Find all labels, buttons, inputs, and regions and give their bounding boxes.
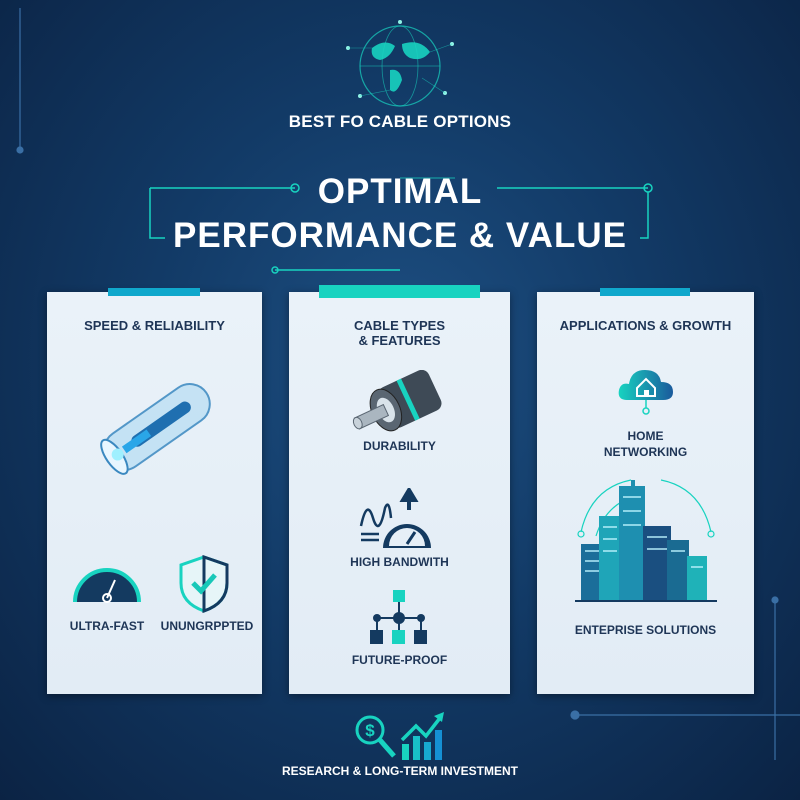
- speedometer-icon: [73, 568, 141, 603]
- city-buildings-icon: [575, 479, 717, 602]
- fiber-tube-icon: [100, 383, 211, 475]
- cable-cross-section-icon: [352, 370, 442, 432]
- growth-chart-icon: [400, 712, 444, 760]
- footer-label: RESEARCH & LONG-TERM INVESTMENT: [281, 764, 518, 778]
- panel-tab-3: [600, 288, 690, 296]
- label-enterprise-solutions: ENTEPRISE SOLUTIONS: [574, 623, 717, 637]
- panel-applications-growth: APPLICATIONS & GROWTH HOME NETWORKING EN…: [537, 292, 754, 694]
- panel-title: SPEED & RELIABILITY: [84, 318, 225, 333]
- label-high-bandwidth: HIGH BANDWITH: [350, 555, 449, 569]
- cloud-home-icon: [618, 370, 673, 415]
- label-future-proof: FUTURE-PROOF: [351, 653, 448, 667]
- dollar-search-icon: $: [355, 715, 396, 758]
- panel-title-line-2: & FEATURES: [358, 333, 441, 348]
- network-hierarchy-icon: [370, 590, 427, 644]
- label-uninterrupted: UNUNGRPPTED: [160, 619, 254, 633]
- label-networking: NETWORKING: [603, 445, 688, 459]
- title-line-1: OPTIMAL: [317, 172, 483, 211]
- panel-title: APPLICATIONS & GROWTH: [559, 318, 732, 333]
- panel-tab-2: [319, 285, 480, 298]
- panel-speed-reliability: SPEED & RELIABILITY ULTRA-FAST UNUNGRPPT…: [47, 292, 262, 694]
- title-line-2: PERFORMANCE & VALUE: [173, 216, 627, 255]
- globe-network-icon: [346, 20, 454, 107]
- label-home: HOME: [627, 429, 664, 443]
- shield-check-icon: [179, 555, 229, 613]
- bandwidth-gauge-icon: [359, 488, 431, 548]
- svg-text:$: $: [365, 721, 375, 740]
- panel-title-line-1: CABLE TYPES: [353, 318, 445, 333]
- label-ultra-fast: ULTRA-FAST: [69, 619, 145, 633]
- label-durability: DURABILITY: [363, 439, 436, 453]
- subtitle: BEST FO CABLE OPTIONS: [288, 112, 512, 131]
- panel-tab-1: [108, 288, 200, 296]
- panel-cable-types: CABLE TYPES & FEATURES DURABILITY HIGH B…: [289, 292, 510, 694]
